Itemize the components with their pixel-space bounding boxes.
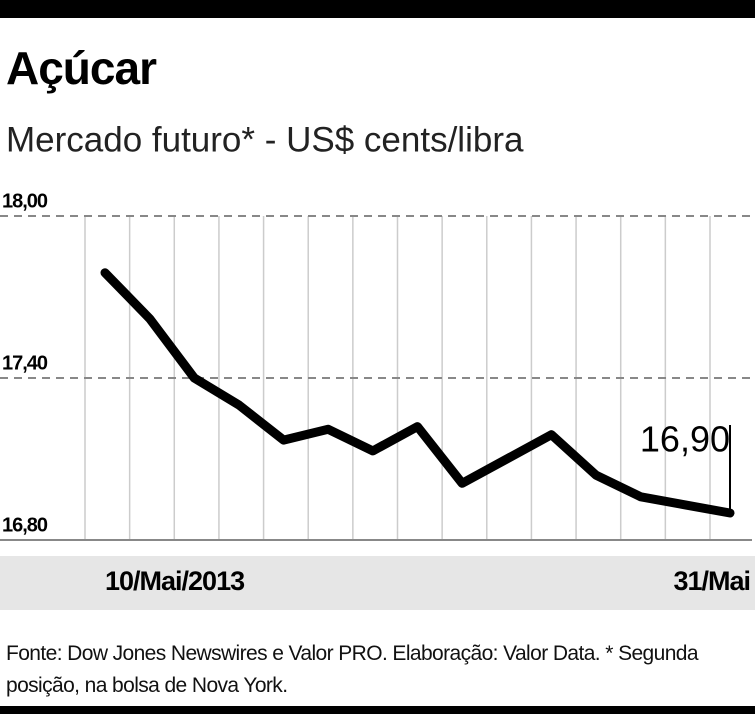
x-tick-label: 10/Mai/2013 <box>105 566 245 596</box>
line <box>100 268 735 518</box>
chart-title: Açúcar <box>6 42 157 94</box>
x-axis-band <box>0 556 755 610</box>
value-label: 16,90 <box>640 419 730 460</box>
source-note: Fonte: Dow Jones Newswires e Valor PRO. … <box>6 642 699 697</box>
y-tick-label: 18,00 <box>2 190 48 212</box>
y-tick-label: 16,80 <box>2 514 48 536</box>
x-tick-label: 31/Mai <box>673 566 750 596</box>
bottom-bar <box>0 706 755 714</box>
y-tick-label: 17,40 <box>2 352 48 374</box>
top-bar <box>0 0 755 18</box>
chart-subtitle: Mercado futuro* - US$ cents/libra <box>6 120 524 159</box>
